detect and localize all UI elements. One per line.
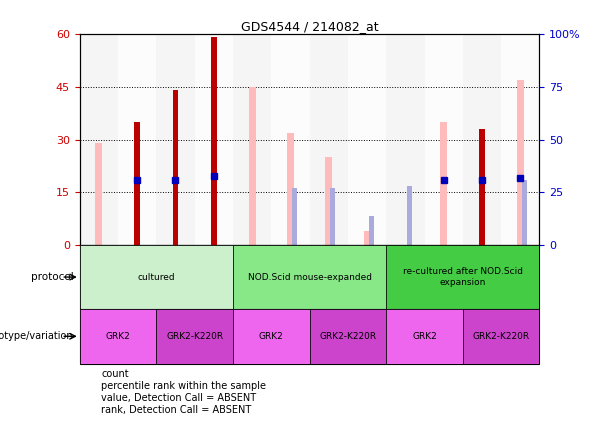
Bar: [233, 245, 386, 309]
Bar: [364, 231, 370, 245]
Text: percentile rank within the sample: percentile rank within the sample: [101, 381, 267, 391]
Bar: [96, 143, 102, 245]
Bar: [407, 186, 412, 245]
Text: GRK2-K220R: GRK2-K220R: [319, 332, 376, 341]
Text: cultured: cultured: [137, 272, 175, 282]
Title: GDS4544 / 214082_at: GDS4544 / 214082_at: [241, 20, 378, 33]
Bar: [424, 34, 463, 245]
Bar: [369, 216, 373, 245]
Bar: [386, 245, 539, 309]
Bar: [440, 122, 447, 245]
Bar: [326, 157, 332, 245]
Bar: [330, 188, 335, 245]
Bar: [195, 34, 233, 245]
Bar: [118, 34, 156, 245]
Bar: [348, 34, 386, 245]
Bar: [292, 188, 297, 245]
Bar: [310, 309, 386, 364]
Text: GRK2-K220R: GRK2-K220R: [473, 332, 530, 341]
Bar: [80, 34, 118, 245]
Text: rank, Detection Call = ABSENT: rank, Detection Call = ABSENT: [101, 405, 252, 415]
Bar: [386, 309, 463, 364]
Text: NOD.Scid mouse-expanded: NOD.Scid mouse-expanded: [248, 272, 371, 282]
Bar: [233, 309, 310, 364]
Bar: [287, 132, 294, 245]
Text: protocol: protocol: [31, 272, 74, 282]
Bar: [211, 37, 216, 245]
Text: GRK2: GRK2: [412, 332, 437, 341]
Bar: [173, 90, 178, 245]
Text: value, Detection Call = ABSENT: value, Detection Call = ABSENT: [101, 393, 256, 403]
Bar: [463, 34, 501, 245]
Bar: [249, 87, 256, 245]
Bar: [233, 34, 271, 245]
Bar: [156, 309, 233, 364]
Bar: [156, 34, 195, 245]
Bar: [501, 34, 539, 245]
Text: GRK2: GRK2: [105, 332, 131, 341]
Text: GRK2: GRK2: [259, 332, 284, 341]
Bar: [517, 80, 524, 245]
Text: count: count: [101, 369, 129, 379]
Bar: [80, 245, 233, 309]
Text: GRK2-K220R: GRK2-K220R: [166, 332, 223, 341]
Bar: [271, 34, 310, 245]
Text: re-cultured after NOD.Scid
expansion: re-cultured after NOD.Scid expansion: [403, 267, 523, 287]
Bar: [80, 309, 156, 364]
Text: genotype/variation: genotype/variation: [0, 331, 74, 341]
Bar: [386, 34, 424, 245]
Bar: [522, 180, 527, 245]
Bar: [310, 34, 348, 245]
Bar: [463, 309, 539, 364]
Bar: [134, 122, 140, 245]
Bar: [479, 129, 485, 245]
